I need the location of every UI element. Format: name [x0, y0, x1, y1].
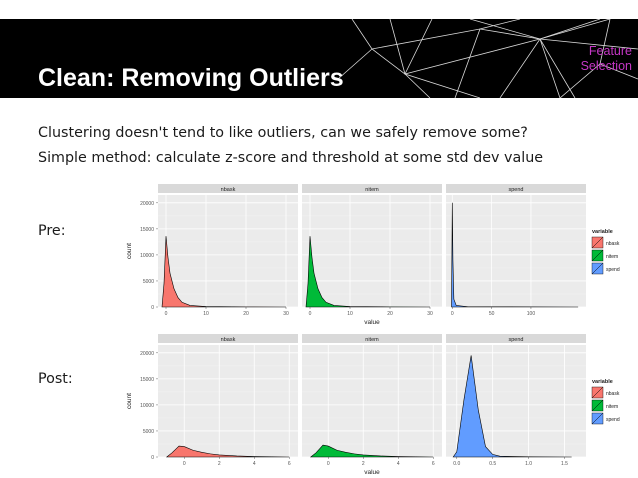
slide-title: Clean: Removing Outliers [38, 64, 344, 92]
y-tick-label: 10000 [140, 253, 154, 259]
x-tick-label: 0 [183, 461, 186, 467]
x-axis-title: value [364, 319, 380, 326]
x-tick-label: 6 [432, 461, 435, 467]
y-tick-label: 5000 [143, 429, 154, 435]
facet-title: nitem [365, 187, 379, 193]
facet-nbask: nbask 0 10 20 30 [158, 184, 298, 317]
facet-nitem: nitem 0 10 20 30 [302, 184, 442, 317]
x-tick-label: 6 [288, 461, 291, 467]
y-tick-label: 15000 [140, 377, 154, 383]
y-tick-label: 20000 [140, 201, 154, 207]
x-tick-label: 10 [203, 311, 209, 317]
legend-title: variable [592, 229, 613, 235]
density-area-nitem [305, 236, 431, 308]
facet-title: nbask [221, 337, 236, 343]
y-tick-label: 0 [151, 455, 154, 461]
legend-key-line [591, 262, 604, 275]
x-tick-label: 4 [253, 461, 256, 467]
x-tick-label: 10 [347, 311, 353, 317]
facet-nitem: nitem 0 2 4 6 [302, 334, 442, 467]
post-histogram-chart: count 0 5000 10000 15000 20000 nbask 0 2 4 6 nitem 0… [126, 334, 620, 476]
legend-label-spend: spend [606, 417, 620, 423]
facet-strip [446, 184, 586, 193]
x-tick-label: 100 [527, 311, 536, 317]
y-axis-title: count [126, 243, 133, 259]
section-label-line-2: Selection [580, 59, 632, 73]
x-tick-label: 4 [397, 461, 400, 467]
x-tick-label: 2 [218, 461, 221, 467]
legend-key-line [591, 399, 604, 412]
y-axis-title: count [126, 393, 133, 409]
x-tick-label: 0 [451, 311, 454, 317]
facet-strip [158, 334, 298, 343]
x-tick-label: 30 [427, 311, 433, 317]
slide-header: Clean: Removing Outliers Feature Selecti… [0, 19, 638, 98]
legend-key-line [591, 249, 604, 262]
x-tick-label: 1.5 [561, 461, 568, 467]
facet-strip [446, 334, 586, 343]
legend: variable nbask nitem spend [591, 379, 620, 425]
legend-label-nbask: nbask [606, 241, 620, 247]
legend-label-nitem: nitem [606, 254, 618, 260]
x-tick-label: 50 [489, 311, 495, 317]
legend-label-nbask: nbask [606, 391, 620, 397]
section-label: Feature Selection [581, 44, 632, 74]
legend-label-nitem: nitem [606, 404, 618, 410]
y-tick-label: 20000 [140, 351, 154, 357]
facet-strip [158, 184, 298, 193]
facet-title: spend [509, 337, 524, 343]
legend-key-line [591, 386, 604, 399]
post-label: Post: [38, 371, 73, 387]
density-area-spend [451, 202, 579, 308]
body-line-2: Simple method: calculate z-score and thr… [38, 150, 544, 166]
facet-strip [302, 184, 442, 193]
x-tick-label: 20 [243, 311, 249, 317]
plot-panel [302, 345, 442, 457]
y-tick-label: 15000 [140, 227, 154, 233]
legend-label-spend: spend [606, 267, 620, 273]
x-tick-label: 20 [387, 311, 393, 317]
plot-panel [158, 345, 298, 457]
x-tick-label: 30 [283, 311, 289, 317]
plot-panel [158, 195, 298, 307]
x-tick-label: 0.0 [453, 461, 460, 467]
x-tick-label: 0 [327, 461, 330, 467]
facet-strip [302, 334, 442, 343]
header-decoration [337, 19, 638, 98]
legend-key-line [591, 412, 604, 425]
density-area-spend [452, 355, 572, 458]
x-tick-label: 0.5 [489, 461, 496, 467]
facet-title: nbask [221, 187, 236, 193]
plot-panel [302, 195, 442, 307]
facet-nbask: nbask 0 2 4 6 [158, 334, 298, 467]
x-tick-label: 2 [362, 461, 365, 467]
y-tick-label: 5000 [143, 279, 154, 285]
x-tick-label: 0 [309, 311, 312, 317]
facet-title: nitem [365, 337, 379, 343]
y-tick-label: 10000 [140, 403, 154, 409]
x-axis-title: value [364, 469, 380, 476]
density-area-nbask [161, 236, 287, 308]
density-area-nitem [309, 444, 434, 458]
x-tick-label: 1.0 [525, 461, 532, 467]
density-area-nbask [165, 445, 290, 458]
y-tick-label: 0 [151, 305, 154, 311]
legend-key-line [591, 236, 604, 249]
facet-spend: spend 0 50 100 [446, 184, 586, 317]
facet-title: spend [509, 187, 524, 193]
plot-panel [446, 195, 586, 307]
legend: variable nbask nitem spend [591, 229, 620, 275]
body-line-1: Clustering doesn't tend to like outliers… [38, 125, 528, 141]
x-tick-label: 0 [165, 311, 168, 317]
pre-label: Pre: [38, 223, 66, 239]
section-label-line-1: Feature [588, 44, 632, 58]
legend-title: variable [592, 379, 613, 385]
facet-spend: spend 0.0 0.5 1.0 1.5 [446, 334, 586, 467]
